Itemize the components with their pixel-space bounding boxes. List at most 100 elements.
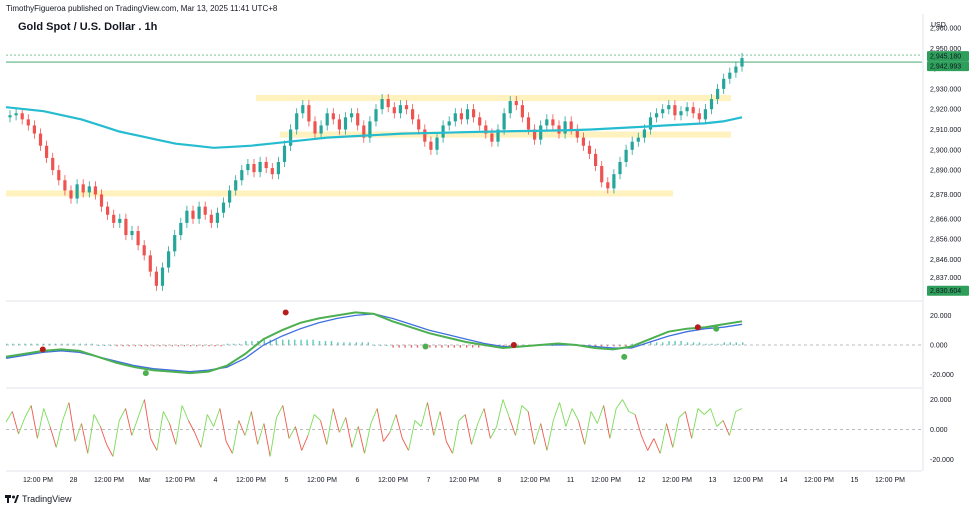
candle-body — [624, 149, 628, 162]
macd-histogram-bar — [361, 342, 363, 345]
osc-segment — [370, 408, 378, 424]
osc-segment — [697, 408, 705, 415]
macd-cross-dot — [694, 324, 701, 331]
currency-label[interactable]: USD — [931, 22, 946, 29]
candle-body — [8, 115, 12, 118]
candle-body — [301, 105, 305, 114]
macd-histogram-bar — [606, 345, 609, 347]
macd-tick-label: 0.000 — [930, 343, 948, 350]
macd-histogram-bar — [183, 345, 185, 347]
osc-segment — [408, 420, 416, 451]
osc-segment — [571, 408, 579, 421]
osc-segment — [320, 420, 328, 445]
osc-segment — [395, 414, 403, 439]
macd-histogram-bar — [6, 343, 8, 345]
osc-segment — [87, 414, 95, 454]
candle-body — [697, 113, 701, 120]
candle-body — [124, 218, 128, 236]
osc-segment — [37, 408, 45, 439]
osc-segment — [118, 408, 126, 421]
candle-body — [118, 218, 122, 223]
candle-body — [545, 119, 549, 126]
osc-segment — [156, 411, 164, 451]
candle-body — [618, 161, 622, 175]
price-tick-label: 2,930.000 — [930, 86, 961, 93]
candle-body — [234, 180, 238, 191]
time-tick-label: 12:00 PM — [94, 477, 124, 484]
candle-body — [185, 210, 189, 223]
candle-body — [130, 231, 134, 236]
osc-segment — [326, 408, 334, 445]
candle-body — [581, 137, 585, 146]
price-label-text: 2,942.993 — [930, 64, 961, 71]
candle-body — [276, 161, 280, 175]
candle-body — [142, 245, 146, 256]
osc-segment — [596, 405, 605, 424]
candle-body — [380, 99, 384, 110]
macd-histogram-bar — [735, 342, 737, 345]
time-tick-label: 12:00 PM — [733, 477, 763, 484]
time-tick-label: 13 — [709, 477, 717, 484]
osc-segment — [225, 441, 233, 454]
macd-histogram-bar — [196, 345, 198, 347]
osc-segment — [206, 414, 214, 427]
osc-segment — [294, 426, 303, 451]
osc-segment — [389, 414, 397, 433]
time-tick-label: 12:00 PM — [591, 477, 621, 484]
osc-segment — [276, 405, 284, 418]
macd-histogram-bar — [380, 345, 382, 346]
time-tick-label: 12:00 PM — [23, 477, 53, 484]
macd-cross-dot — [282, 309, 289, 316]
osc-segment — [288, 426, 296, 439]
macd-cross-dot — [142, 370, 149, 377]
candle-body — [203, 206, 207, 215]
macd-histogram-bar — [134, 345, 137, 347]
candle-body — [551, 119, 555, 126]
candle-body — [45, 145, 49, 158]
macd-histogram-bar — [140, 345, 143, 347]
price-label-low — [927, 285, 969, 296]
price-label-ma — [927, 61, 969, 72]
osc-segment — [515, 405, 523, 436]
osc-segment — [49, 426, 57, 448]
candle-body — [197, 206, 201, 219]
macd-histogram-bar — [312, 339, 314, 345]
osc-segment — [137, 399, 145, 418]
osc-segment — [615, 399, 623, 409]
candle-body — [99, 194, 104, 207]
time-tick-label: 12:00 PM — [307, 477, 337, 484]
osc-segment — [628, 411, 636, 415]
osc-segment — [678, 411, 686, 418]
tradingview-logo-text: TradingView — [22, 494, 72, 504]
osc-segment — [401, 438, 409, 451]
osc-segment — [433, 411, 441, 436]
osc-segment — [546, 420, 554, 451]
candle-body — [661, 109, 665, 114]
candle-body — [69, 190, 73, 199]
macd-histogram-bar — [42, 343, 45, 345]
candle-body — [295, 113, 299, 130]
osc-segment — [99, 426, 108, 445]
macd-histogram-bar — [238, 343, 241, 345]
candle-body — [20, 113, 24, 120]
osc-segment — [477, 408, 485, 424]
candle-body — [716, 88, 720, 100]
candle-body — [362, 125, 366, 138]
osc-segment — [722, 420, 730, 436]
macd-histogram-bar — [116, 345, 118, 347]
macd-histogram-bar — [686, 342, 689, 345]
time-tick-label: 7 — [427, 477, 431, 484]
tradingview-logo[interactable]: TradingView — [5, 494, 72, 504]
candle-body — [209, 214, 213, 223]
candle-body — [691, 107, 695, 114]
candle-body — [728, 72, 732, 79]
zone-resistance — [256, 94, 731, 102]
macd-histogram-bar — [324, 341, 327, 345]
moving-average-line — [5, 106, 743, 149]
osc-segment — [30, 405, 38, 439]
osc-segment — [194, 432, 202, 448]
candle-body — [350, 113, 354, 118]
macd-histogram-bar — [30, 343, 32, 345]
candle-body — [240, 170, 244, 181]
